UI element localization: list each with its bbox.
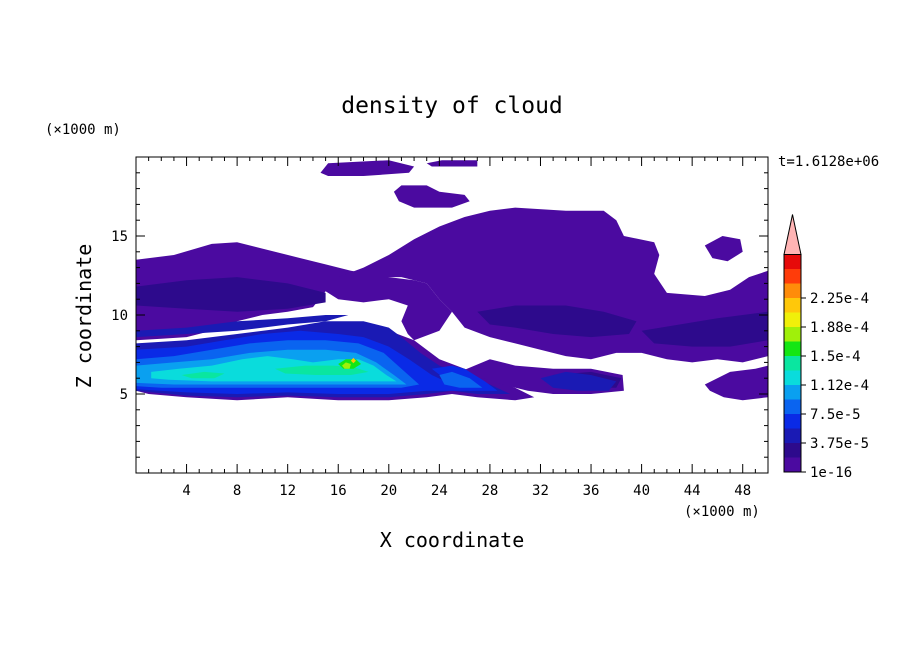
colorbar-label: 1.12e-4 <box>810 378 869 394</box>
colorbar-swatch <box>784 428 801 443</box>
colorbar-swatch <box>784 327 801 342</box>
colorbar-swatch <box>784 298 801 313</box>
x-tick-label: 32 <box>532 483 549 499</box>
contour-region-23 <box>181 371 225 379</box>
colorbar-swatch <box>784 269 801 284</box>
x-tick-label: 12 <box>279 483 296 499</box>
colorbar-swatch <box>784 385 801 400</box>
colorbar-label: 3.75e-5 <box>810 436 869 452</box>
contour-region-8 <box>704 236 743 262</box>
colorbar-label: 2.25e-4 <box>810 291 869 307</box>
colorbar-swatch <box>784 457 801 472</box>
y-axis: 5 10 15 <box>111 172 768 458</box>
x-tick-label: 4 <box>182 483 190 499</box>
colorbar-label: 7.5e-5 <box>810 407 861 423</box>
x-axis-unit-label: (×1000 m) <box>684 504 760 520</box>
contour-region-26 <box>350 357 356 364</box>
contour-region-11 <box>641 311 768 347</box>
colorbar-swatch <box>784 370 801 385</box>
y-axis-title: Z coordinate <box>72 244 96 389</box>
contour-region-19 <box>439 371 483 388</box>
contour-region-5 <box>320 160 415 176</box>
x-tick-label: 20 <box>380 483 397 499</box>
colorbar-swatch <box>784 341 801 356</box>
x-axis-title: X coordinate <box>380 528 525 552</box>
colorbar-swatch <box>784 443 801 458</box>
x-tick-label: 16 <box>330 483 347 499</box>
y-axis-unit-label: (×1000 m) <box>45 122 121 138</box>
contour-region-4 <box>704 365 768 401</box>
contour-region-6 <box>426 160 478 167</box>
colorbar: 1e-16 3.75e-5 7.5e-5 1.12e-4 1.5e-4 1.88e-4 2.… <box>783 214 869 481</box>
contour-region-2 <box>338 207 768 363</box>
colorbar-label: 1e-16 <box>810 465 852 481</box>
contour-region-10 <box>477 305 637 338</box>
x-tick-label: 44 <box>684 483 701 499</box>
contour-region-15 <box>540 371 617 391</box>
y-tick-label: 5 <box>120 387 128 403</box>
contour-region-13 <box>136 315 349 338</box>
colorbar-swatch <box>784 312 801 327</box>
x-tick-label: 40 <box>633 483 650 499</box>
contour-region-25 <box>342 362 351 369</box>
x-tick-label: 48 <box>734 483 751 499</box>
x-axis: 4 8 12 16 20 24 28 32 36 40 44 48 <box>148 157 756 499</box>
colorbar-label: 1.88e-4 <box>810 320 869 336</box>
colorbar-label: 1.5e-4 <box>810 349 861 365</box>
contour-regions <box>136 160 768 401</box>
colorbar-swatch <box>784 399 801 414</box>
x-tick-label: 36 <box>583 483 600 499</box>
chart-title: density of cloud <box>341 93 563 119</box>
colorbar-swatch <box>784 414 801 429</box>
colorbar-swatch <box>784 283 801 298</box>
x-tick-label: 8 <box>233 483 241 499</box>
colorbar-extend-triangle <box>783 214 802 255</box>
colorbar-swatch <box>784 254 801 269</box>
time-label: t=1.6128e+06 <box>778 154 879 170</box>
x-tick-label: 28 <box>481 483 498 499</box>
x-tick-label: 24 <box>431 483 448 499</box>
colorbar-frame <box>783 254 802 473</box>
y-tick-label: 15 <box>111 229 128 245</box>
colorbar-swatch <box>784 356 801 371</box>
contour-region-7 <box>393 185 470 208</box>
contour-region-9 <box>136 277 326 312</box>
y-tick-label: 10 <box>111 308 128 324</box>
